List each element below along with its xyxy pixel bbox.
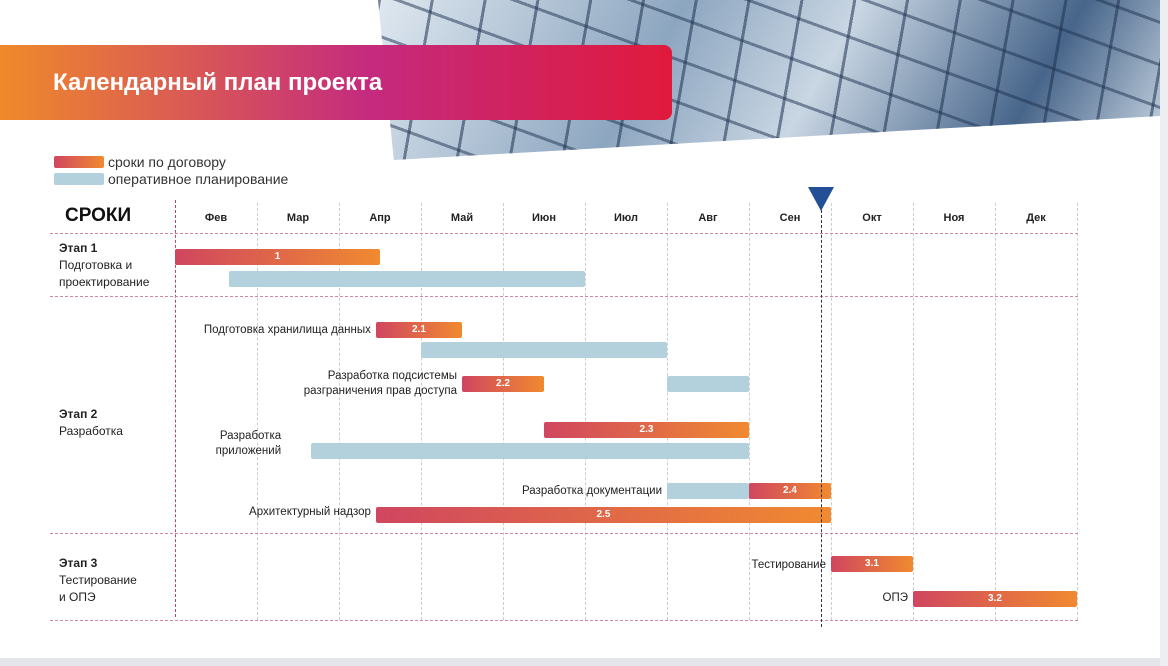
grid-vline <box>995 203 996 620</box>
stage-subtitle: проектирование <box>59 275 150 289</box>
task-label: Разработка приложений <box>216 429 281 459</box>
task-label: Архитектурный надзор <box>249 505 371 520</box>
stage-subtitle: Разработка <box>59 424 123 438</box>
today-line <box>821 205 823 627</box>
stage-title: Этап 2 <box>59 407 98 421</box>
operational-bar <box>311 443 749 459</box>
task-label: Разработка подсистемы разграничения прав … <box>304 369 457 399</box>
grid-vline <box>749 203 750 620</box>
month-tick-label: Апр <box>369 212 391 224</box>
scrollbar[interactable] <box>1160 0 1168 666</box>
operational-bar <box>421 342 667 358</box>
task-label-line: приложений <box>215 445 282 457</box>
month-tick-label: Фев <box>204 212 228 224</box>
task-label: ОПЭ <box>883 591 908 606</box>
stage-subtitle: Подготовка и <box>59 258 133 272</box>
grid-vline <box>503 203 504 620</box>
operational-bar <box>667 483 749 499</box>
task-label: Тестирование <box>751 558 826 573</box>
month-tick-label: Июл <box>613 212 638 224</box>
stage-title: Этап 3 <box>59 556 98 570</box>
month-tick-label: Июн <box>532 212 556 224</box>
stage-subtitle: и ОПЭ <box>59 590 96 604</box>
grid-vline <box>175 200 176 617</box>
task-label-line: Разработка <box>219 430 282 442</box>
stage-title: Этап 1 <box>59 241 98 255</box>
legend-label-operational: оперативное планирование <box>108 171 289 187</box>
month-tick-label: Окт <box>862 212 882 224</box>
stage-3: Этап 3 Тестирование и ОПЭ <box>59 555 137 606</box>
grid-vline <box>257 203 258 620</box>
grid-vline <box>339 203 340 620</box>
legend-swatch-contract <box>54 156 104 168</box>
contract-bar-2-3: 2.3 <box>544 422 749 438</box>
contract-bar-3-1: 3.1 <box>831 556 913 572</box>
grid-vline <box>913 203 914 620</box>
grid-vline <box>585 203 586 620</box>
grid-hline <box>50 233 1078 234</box>
grid-hline <box>50 620 1078 621</box>
stage-subtitle: Тестирование <box>59 573 137 587</box>
grid-hline <box>50 533 1078 534</box>
grid-vline <box>831 203 832 620</box>
contract-bar-1: 1 <box>175 249 380 265</box>
contract-bar-2-1: 2.1 <box>375 322 462 338</box>
contract-bar-2-4: 2.4 <box>749 483 831 499</box>
legend-label-contract: сроки по договору <box>108 154 226 170</box>
today-marker-icon <box>808 187 835 211</box>
month-tick-label: Дек <box>1026 212 1046 224</box>
page-title: Календарный план проекта <box>53 69 383 96</box>
grid-hline <box>50 296 1078 297</box>
month-tick-label: Авг <box>698 212 718 224</box>
stage-2: Этап 2 Разработка <box>59 406 123 440</box>
stage-1: Этап 1 Подготовка и проектирование <box>59 240 149 291</box>
month-tick-label: Май <box>450 212 474 224</box>
task-label: Подготовка хранилища данных <box>204 323 371 338</box>
task-label-line: Тестирование <box>751 558 826 571</box>
task-label-line: Разработка документации <box>522 484 662 497</box>
axis-label: СРОКИ <box>65 205 132 226</box>
contract-bar-2-2: 2.2 <box>462 376 544 392</box>
task-label-line: Подготовка хранилища данных <box>203 323 371 336</box>
grid-vline <box>1077 203 1078 620</box>
grid-vline <box>421 203 422 620</box>
task-label: Разработка документации <box>522 484 662 499</box>
operational-bar <box>229 271 585 287</box>
contract-bar-3-2: 3.2 <box>913 591 1077 607</box>
task-label-line: ОПЭ <box>882 591 908 604</box>
title-banner <box>0 45 672 120</box>
task-label-line: Разработка подсистемы <box>327 370 457 382</box>
grid-vline <box>667 203 668 620</box>
legend-swatch-operational <box>54 173 104 185</box>
contract-bar-2-5: 2.5 <box>375 507 831 523</box>
month-tick-label: Мар <box>286 212 310 224</box>
operational-bar <box>667 376 749 392</box>
task-label-line: разграничения прав доступа <box>303 385 457 397</box>
task-label-line: Архитектурный надзор <box>249 505 371 518</box>
month-tick-label: Сен <box>779 212 801 224</box>
month-tick-label: Ноя <box>943 212 965 224</box>
bottom-border <box>0 658 1168 666</box>
